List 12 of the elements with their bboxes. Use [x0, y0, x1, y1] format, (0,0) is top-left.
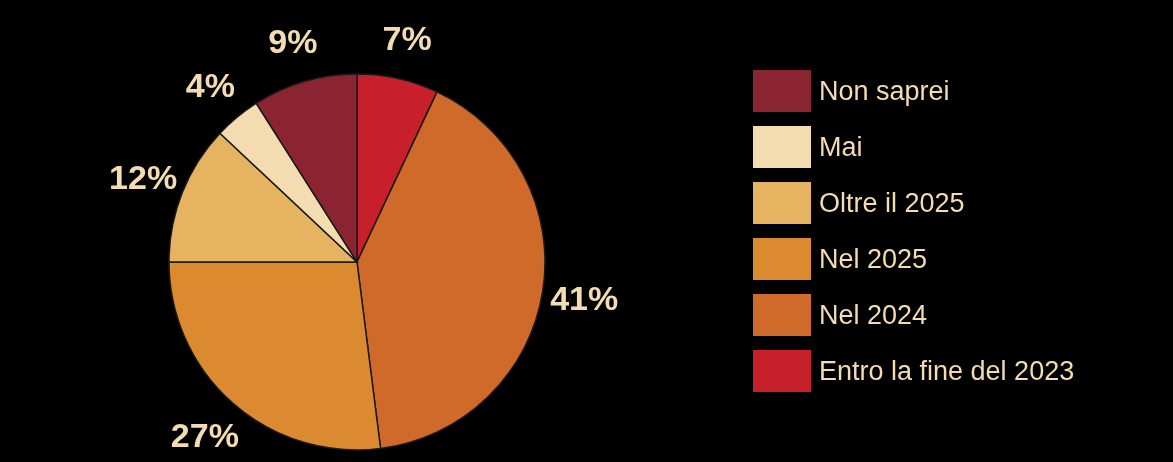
- data-label: 4%: [185, 65, 235, 104]
- legend-label: Oltre il 2025: [819, 187, 965, 219]
- data-label: 27%: [170, 415, 239, 454]
- data-label: 7%: [382, 18, 432, 57]
- legend-label: Nel 2024: [819, 299, 928, 331]
- legend-label: Nel 2025: [819, 243, 928, 275]
- data-label: 41%: [550, 278, 619, 317]
- legend-label: Non saprei: [819, 75, 950, 107]
- data-label: 9%: [268, 22, 318, 61]
- legend-label: Entro la fine del 2023: [819, 355, 1075, 387]
- data-label: 12%: [109, 158, 178, 197]
- legend-label: Mai: [819, 131, 863, 163]
